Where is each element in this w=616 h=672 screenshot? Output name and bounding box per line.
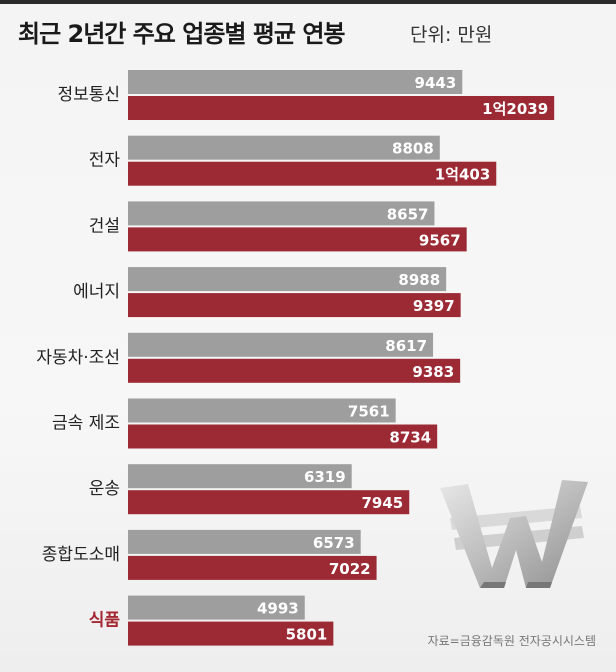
bar-curr bbox=[128, 621, 334, 646]
category-label: 전자 bbox=[89, 151, 121, 171]
bar-value-label: 7561 bbox=[348, 403, 390, 421]
category-label: 자동차·조선 bbox=[36, 348, 120, 368]
category-label: 에너지 bbox=[73, 282, 120, 302]
bar-value-label: 6573 bbox=[313, 534, 355, 552]
category-label: 정보통신 bbox=[57, 85, 120, 105]
bar-value-label: 8734 bbox=[389, 429, 431, 447]
bar-value-label: 8808 bbox=[392, 140, 434, 158]
category-label: 종합도소매 bbox=[42, 545, 120, 565]
bar-prev bbox=[128, 464, 352, 489]
bar-curr bbox=[128, 358, 461, 383]
category-label: 금속 제조 bbox=[52, 414, 120, 434]
bar-value-label: 9567 bbox=[419, 231, 461, 249]
bar-prev bbox=[128, 201, 435, 226]
category-label: 운송 bbox=[89, 479, 120, 499]
bar-curr bbox=[128, 555, 377, 580]
category-label: 식품 bbox=[89, 611, 121, 631]
bar-value-label: 8657 bbox=[387, 205, 429, 223]
bar-curr bbox=[128, 161, 497, 186]
source-note: 자료=금융감독원 전자공시시스템 bbox=[427, 634, 596, 648]
bar-value-label: 5801 bbox=[286, 626, 328, 644]
bar-value-label: 6319 bbox=[304, 468, 346, 486]
bar-prev bbox=[128, 267, 447, 292]
bar-curr bbox=[128, 424, 438, 449]
bar-prev bbox=[128, 332, 434, 357]
bar-curr bbox=[128, 293, 461, 318]
bar-prev bbox=[128, 529, 361, 554]
bar-prev bbox=[128, 70, 463, 94]
bar-prev bbox=[128, 135, 440, 160]
chart-title: 최근 2년간 주요 업종별 평균 연봉 bbox=[18, 20, 346, 48]
top-border bbox=[0, 0, 616, 4]
bar-curr bbox=[128, 490, 410, 515]
bar-value-label: 9383 bbox=[412, 363, 454, 381]
category-label: 건설 bbox=[89, 216, 120, 236]
bar-value-label: 8988 bbox=[398, 271, 440, 289]
bar-value-label: 7945 bbox=[362, 494, 404, 512]
bar-curr bbox=[128, 227, 467, 252]
bar-value-label: 1억2039 bbox=[482, 100, 548, 118]
bar-curr bbox=[128, 96, 555, 120]
bar-value-label: 4993 bbox=[257, 600, 299, 618]
bar-value-label: 9443 bbox=[415, 74, 457, 92]
unit-label: 단위: 만원 bbox=[410, 24, 493, 46]
bar-prev bbox=[128, 398, 396, 423]
bar-value-label: 7022 bbox=[329, 560, 371, 578]
bar-value-label: 8617 bbox=[385, 337, 427, 355]
bar-prev bbox=[128, 595, 305, 620]
bar-value-label: 1억403 bbox=[435, 166, 491, 184]
bar-value-label: 9397 bbox=[413, 297, 455, 315]
won-sign-icon bbox=[440, 480, 588, 588]
